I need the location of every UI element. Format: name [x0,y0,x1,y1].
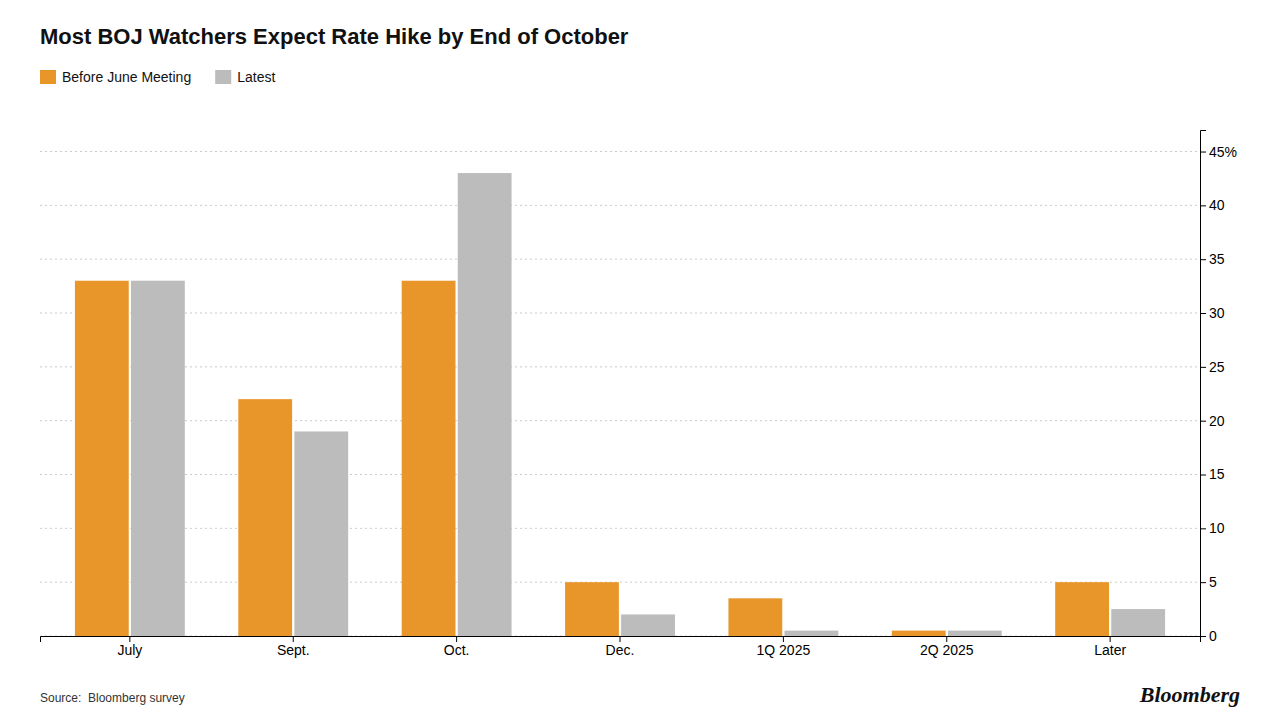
bar [621,614,675,636]
y-tick: 35 [1200,251,1225,267]
y-tick-mark [1200,582,1206,583]
y-tick-label: 0 [1209,628,1217,644]
grid-line [40,366,1200,367]
y-tick-label: 25 [1209,359,1225,375]
y-tick-mark [1200,259,1206,260]
title: Most BOJ Watchers Expect Rate Hike by En… [40,24,629,49]
y-tick-label: 35 [1209,251,1225,267]
x-tick: 1Q 2025 [757,636,811,658]
y-tick-label: 10 [1209,520,1225,536]
legend-swatch [40,70,56,84]
chart-container: July Sept. Oct. Dec. 1Q 2025 2Q 2025 Later 0 5 10… [0,0,1280,716]
bar [1055,582,1109,636]
chart-svg: July Sept. Oct. Dec. 1Q 2025 2Q 2025 Later 0 5 10… [0,0,1280,716]
y-tick: 25 [1200,359,1225,375]
grid-line [40,259,1200,260]
x-tick: Later [1094,636,1126,658]
x-tick: July [117,636,142,658]
legend-swatch [215,70,231,84]
grid-line [40,420,1200,421]
x-tick-label: 2Q 2025 [920,642,974,658]
y-tick: 15 [1200,466,1225,482]
grid-line [40,582,1200,583]
y-tick-label: 5 [1209,574,1217,590]
bar [238,399,292,636]
y-tick-mark [1200,421,1206,422]
brand: Bloomberg [1139,682,1240,707]
bar [402,281,456,636]
bar [131,281,185,636]
bar [892,631,946,636]
y-tick-mark [1200,313,1206,314]
grid-line [40,528,1200,529]
x-tick-label: Sept. [277,642,310,658]
y-tick: 45% [1200,144,1237,160]
y-tick-label: 40 [1209,197,1225,213]
y-tick-mark [1200,475,1206,476]
x-tick: Dec. [606,636,635,658]
bar-series [75,281,1109,636]
y-tick-label: 30 [1209,305,1225,321]
x-tick-label: July [117,642,142,658]
x-tick-label: Later [1094,642,1126,658]
x-tick-label: Oct. [444,642,470,658]
x-axis: July Sept. Oct. Dec. 1Q 2025 2Q 2025 Later [41,636,1201,658]
bar [948,631,1002,636]
y-tick-label: 20 [1209,413,1225,429]
bar [728,598,782,636]
y-tick-label: 15 [1209,466,1225,482]
grid-line [40,474,1200,475]
grid-line [40,313,1200,314]
grid-line [40,205,1200,206]
legend: Before June Meeting Latest [40,69,275,85]
bar [1111,609,1165,636]
legend-item: Latest [215,69,275,85]
x-tick: Sept. [277,636,310,658]
y-tick-label: 45% [1209,144,1237,160]
y-tick-mark [1200,528,1206,529]
bars [75,173,1165,636]
bar [75,281,129,636]
y-axis: 0 5 10 15 20 25 30 35 40 45% [1200,131,1237,644]
y-axis-line [1201,131,1207,637]
y-tick-mark [1200,152,1206,153]
x-tick: 2Q 2025 [920,636,974,658]
bar [785,631,839,636]
source-note: Source: Bloomberg survey [40,691,185,705]
bar [458,173,512,636]
x-tick: Oct. [444,636,470,658]
y-tick: 0 [1200,628,1217,644]
legend-item: Before June Meeting [40,69,191,85]
y-tick: 40 [1200,197,1225,213]
y-tick: 20 [1200,413,1225,429]
legend-label: Before June Meeting [62,69,191,85]
grid [40,152,1200,636]
bar [294,431,348,636]
y-tick: 10 [1200,520,1225,536]
plot-area: July Sept. Oct. Dec. 1Q 2025 2Q 2025 Later 0 5 10… [40,131,1237,658]
y-tick: 5 [1200,574,1217,590]
y-tick-mark [1200,205,1206,206]
y-tick: 30 [1200,305,1225,321]
x-tick-label: 1Q 2025 [757,642,811,658]
x-tick-label: Dec. [606,642,635,658]
grid-line [40,151,1200,152]
bar [565,582,619,636]
y-tick-mark [1200,367,1206,368]
bar-series [131,173,1165,636]
y-tick-mark [1200,636,1206,637]
legend-label: Latest [237,69,275,85]
